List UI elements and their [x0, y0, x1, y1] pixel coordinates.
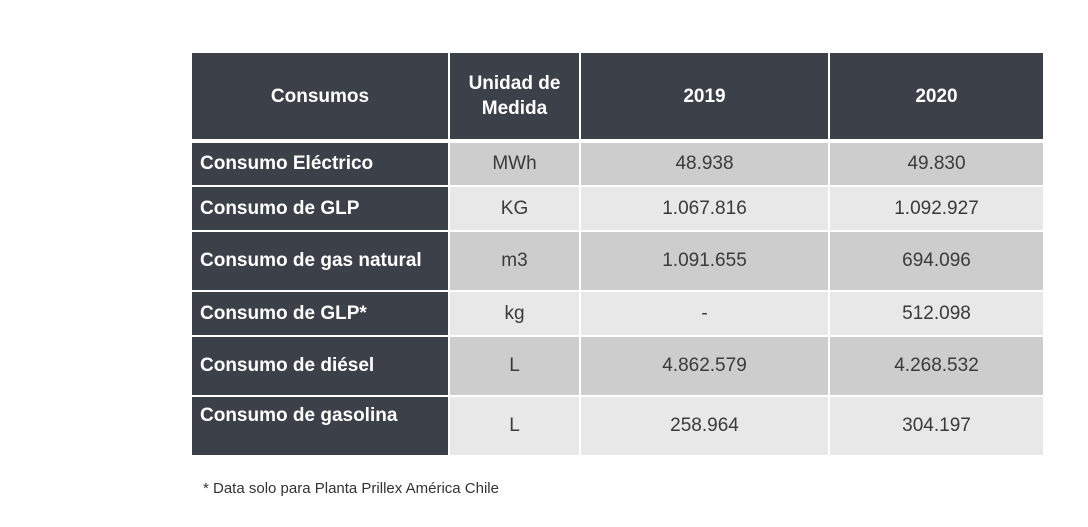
row-label: Consumo Eléctrico — [192, 143, 450, 187]
row-label: Consumo de gas natural — [192, 232, 450, 292]
row-2019: 4.862.579 — [581, 337, 830, 397]
row-2019: - — [581, 292, 830, 337]
row-unit: kg — [450, 292, 581, 337]
table-row: Consumo de GLP* kg - 512.098 — [192, 292, 1043, 337]
header-unidad: Unidad de Medida — [450, 53, 581, 143]
table-row: Consumo de gasolina L 258.964 304.197 — [192, 397, 1043, 457]
row-unit: m3 — [450, 232, 581, 292]
table-row: Consumo de GLP KG 1.067.816 1.092.927 — [192, 187, 1043, 232]
table-row: Consumo Eléctrico MWh 48.938 49.830 — [192, 143, 1043, 187]
row-2020: 49.830 — [830, 143, 1043, 187]
row-label: Consumo de diésel — [192, 337, 450, 397]
row-2020: 1.092.927 — [830, 187, 1043, 232]
row-2019: 258.964 — [581, 397, 830, 457]
header-row: Consumos Unidad de Medida 2019 2020 — [192, 53, 1043, 143]
row-2019: 48.938 — [581, 143, 830, 187]
table-row: Consumo de gas natural m3 1.091.655 694.… — [192, 232, 1043, 292]
row-2020: 4.268.532 — [830, 337, 1043, 397]
table-row: Consumo de diésel L 4.862.579 4.268.532 — [192, 337, 1043, 397]
header-2020: 2020 — [830, 53, 1043, 143]
row-2019: 1.067.816 — [581, 187, 830, 232]
row-label: Consumo de GLP — [192, 187, 450, 232]
row-unit: L — [450, 397, 581, 457]
footnote: * Data solo para Planta Prillex América … — [203, 480, 499, 497]
row-2020: 304.197 — [830, 397, 1043, 457]
row-unit: MWh — [450, 143, 581, 187]
header-consumos: Consumos — [192, 53, 450, 143]
row-label: Consumo de gasolina — [192, 397, 450, 457]
row-2019: 1.091.655 — [581, 232, 830, 292]
header-2019: 2019 — [581, 53, 830, 143]
row-2020: 512.098 — [830, 292, 1043, 337]
consumption-table: Consumos Unidad de Medida 2019 2020 Cons… — [192, 53, 1043, 457]
row-label: Consumo de GLP* — [192, 292, 450, 337]
row-2020: 694.096 — [830, 232, 1043, 292]
row-unit: L — [450, 337, 581, 397]
row-unit: KG — [450, 187, 581, 232]
